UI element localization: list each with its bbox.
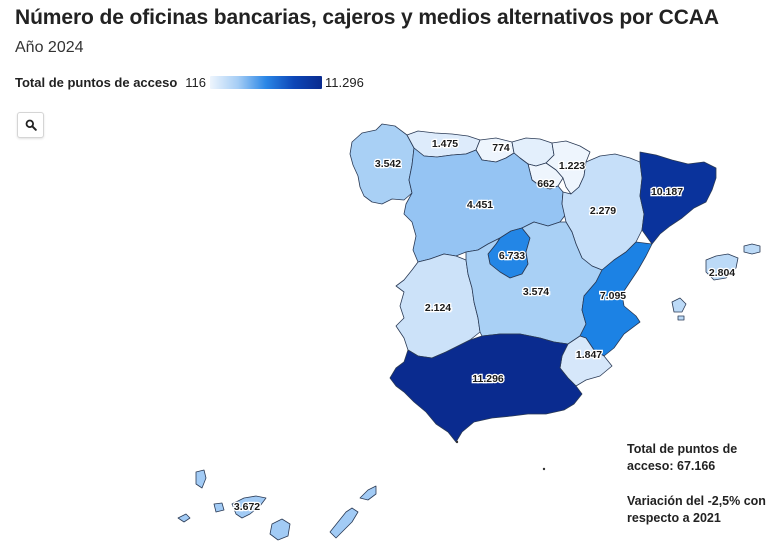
variation-note: Variación del -2,5% con respecto a 2021 (627, 494, 766, 525)
label-castilla-la-mancha: 3.574 (523, 286, 549, 298)
region-canarias-gomera[interactable] (213, 502, 225, 513)
label-castilla-leon: 4.451 (467, 199, 493, 211)
legend-label: Total de puntos de acceso (15, 74, 178, 90)
zoom-button[interactable] (17, 112, 44, 138)
region-galicia[interactable] (349, 123, 415, 205)
label-extremadura: 2.124 (425, 302, 451, 314)
region-baleares-ibiza[interactable] (671, 297, 687, 313)
region-cataluna[interactable] (639, 151, 717, 245)
label-galicia: 3.542 (375, 158, 401, 170)
label-asturias: 1.475 (432, 138, 458, 150)
region-baleares-menorca[interactable] (743, 243, 761, 255)
region-canarias-fuerteventura[interactable] (329, 507, 359, 539)
map-title: Número de oficinas bancarias, cajeros y … (15, 6, 719, 29)
label-baleares: 2.804 (709, 267, 735, 279)
region-canarias-grancanaria[interactable] (269, 518, 291, 541)
legend-max-value: 11.296 (325, 74, 364, 90)
label-valencia: 7.095 (600, 290, 626, 302)
legend-color-scale (210, 75, 323, 89)
region-canarias-tenerife[interactable] (231, 495, 267, 519)
search-icon (25, 119, 37, 131)
ceuta-marker (455, 440, 459, 444)
color-legend: Total de puntos de acceso 116 11.296 (15, 73, 364, 91)
label-madrid: 6.733 (499, 250, 525, 262)
region-andalucia[interactable] (389, 333, 583, 443)
region-baleares-mallorca[interactable] (705, 253, 739, 281)
label-aragon: 2.279 (590, 205, 616, 217)
label-cantabria: 774 (492, 142, 510, 154)
label-cataluna: 10.187 (651, 186, 683, 198)
region-canarias-lapalma[interactable] (195, 469, 207, 489)
region-castilla-la-mancha[interactable] (465, 221, 603, 345)
melilla-marker (542, 467, 546, 471)
label-rioja: 662 (537, 178, 555, 190)
label-canarias: 3.672 (234, 501, 260, 513)
total-access-points-note: Total de puntos de acceso: 67.166 (627, 442, 738, 473)
label-andalucia: 11.296 (472, 373, 504, 385)
region-canarias-hierro[interactable] (177, 513, 191, 523)
label-murcia: 1.847 (576, 349, 602, 361)
legend-min-value: 116 (185, 74, 207, 90)
region-canarias-lanzarote[interactable] (359, 485, 377, 501)
map-subtitle: Año 2024 (15, 39, 84, 56)
region-valencia[interactable] (579, 241, 653, 357)
label-pais-vasco: 1.223 (559, 160, 585, 172)
region-baleares-formentera[interactable] (677, 315, 685, 321)
